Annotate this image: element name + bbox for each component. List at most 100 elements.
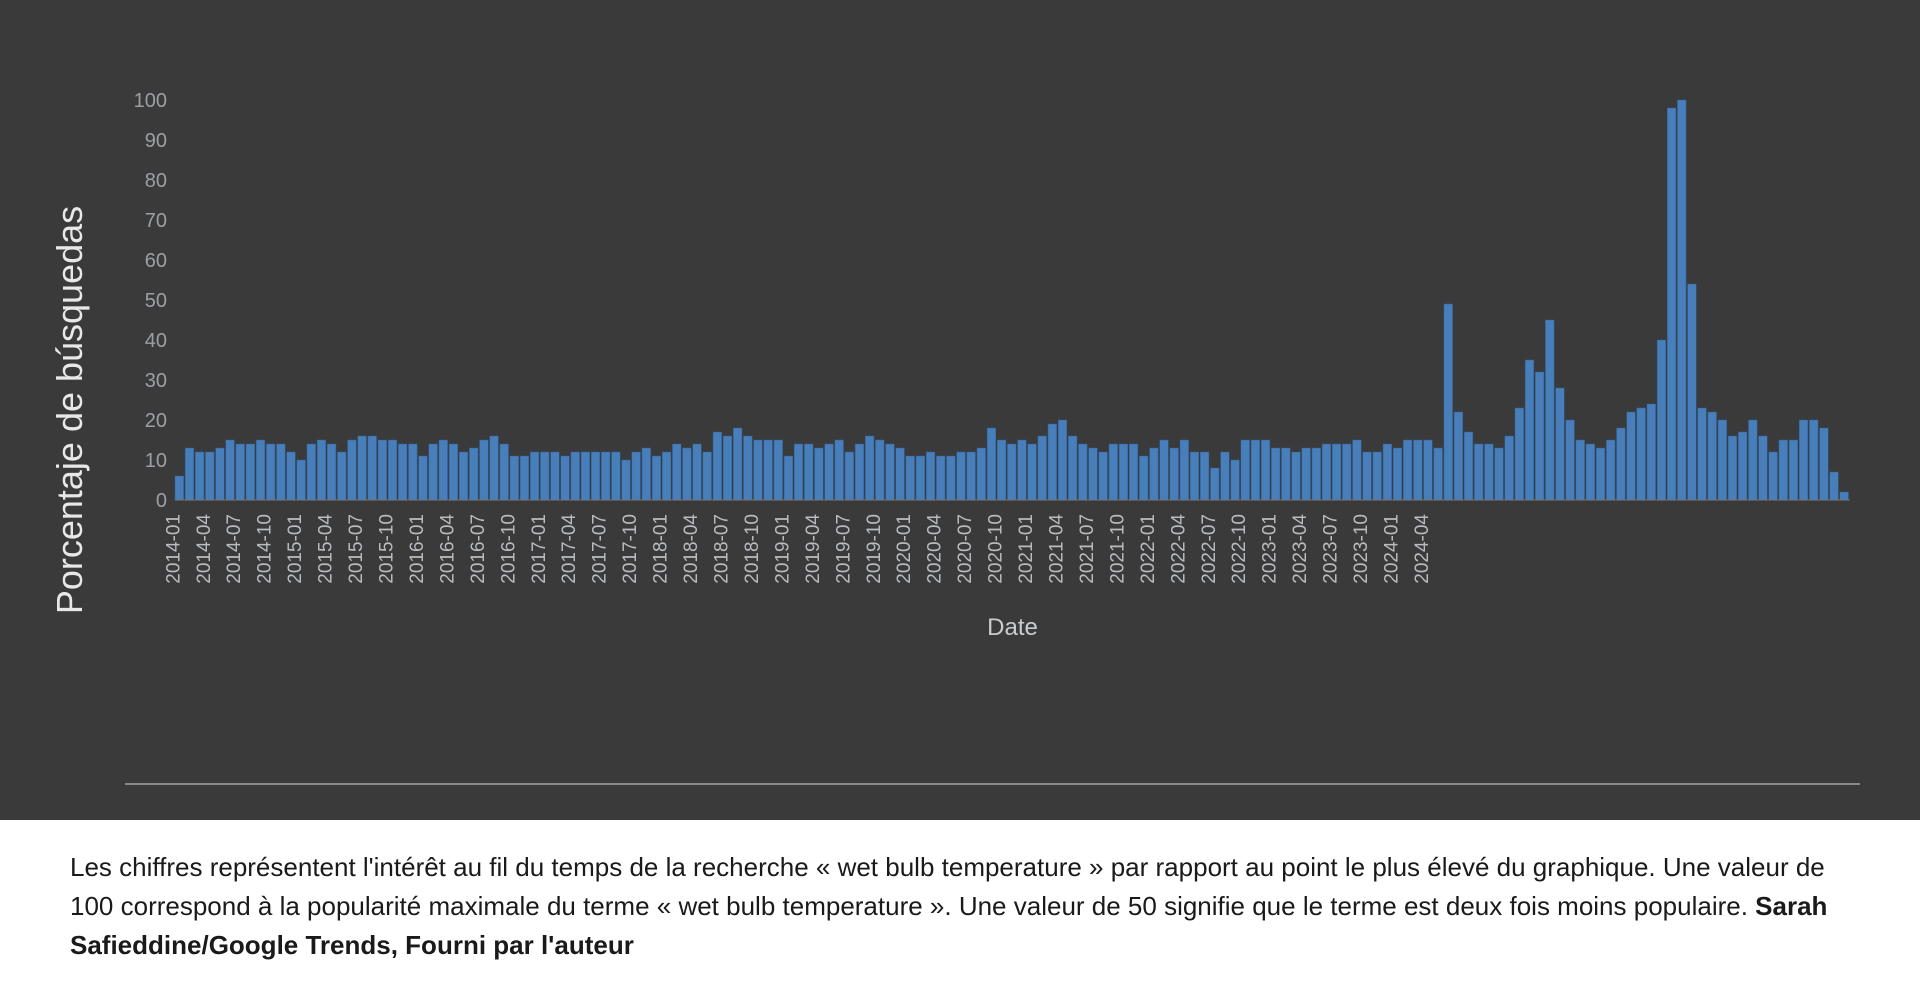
bar xyxy=(1424,440,1433,500)
svg-text:2018-04: 2018-04 xyxy=(681,514,702,584)
bar xyxy=(1515,408,1524,500)
svg-text:2018-01: 2018-01 xyxy=(651,514,672,584)
bar xyxy=(733,428,742,500)
bar xyxy=(1545,320,1554,500)
bar xyxy=(1566,420,1575,500)
bar xyxy=(642,448,651,500)
y-axis-label: Porcentaje de búsquedas xyxy=(49,206,91,614)
bar xyxy=(835,440,844,500)
bar xyxy=(622,460,631,500)
svg-text:40: 40 xyxy=(145,330,167,352)
svg-text:2017-04: 2017-04 xyxy=(559,514,580,584)
bar xyxy=(703,452,712,500)
bar xyxy=(1627,412,1636,500)
bar xyxy=(1221,452,1230,500)
bar xyxy=(1180,440,1189,500)
bar xyxy=(1231,460,1240,500)
bar xyxy=(1119,444,1128,500)
bar xyxy=(520,456,529,500)
bar xyxy=(1596,448,1605,500)
svg-text:2022-04: 2022-04 xyxy=(1168,514,1189,584)
bar xyxy=(388,440,397,500)
bar xyxy=(540,452,549,500)
bar xyxy=(1200,452,1209,500)
bar xyxy=(368,436,377,500)
svg-text:2020-10: 2020-10 xyxy=(986,514,1007,584)
svg-text:Date: Date xyxy=(987,614,1038,641)
bar xyxy=(1271,448,1280,500)
bar xyxy=(1820,428,1829,500)
svg-text:2022-10: 2022-10 xyxy=(1229,514,1250,584)
svg-text:2019-04: 2019-04 xyxy=(803,514,824,584)
bar xyxy=(1576,440,1585,500)
svg-text:2023-01: 2023-01 xyxy=(1260,514,1281,584)
bar xyxy=(896,448,905,500)
bar xyxy=(1434,448,1443,500)
bar xyxy=(1068,436,1077,500)
bar xyxy=(1332,444,1341,500)
bar xyxy=(1799,420,1808,500)
bar xyxy=(591,452,600,500)
bar xyxy=(1840,492,1849,500)
bar xyxy=(236,444,245,500)
bar xyxy=(439,440,448,500)
bar xyxy=(784,456,793,500)
bar xyxy=(1708,412,1717,500)
bar xyxy=(1779,440,1788,500)
bar xyxy=(337,452,346,500)
bar xyxy=(1109,444,1118,500)
bar xyxy=(865,436,874,500)
bar xyxy=(977,448,986,500)
bar xyxy=(1028,444,1037,500)
bar xyxy=(195,452,204,500)
bar xyxy=(1667,108,1676,500)
bar xyxy=(1261,440,1270,500)
bar xyxy=(327,444,336,500)
bar xyxy=(1129,444,1138,500)
bar xyxy=(723,436,732,500)
bar xyxy=(1677,100,1686,500)
bar xyxy=(1454,412,1463,500)
bar xyxy=(804,444,813,500)
svg-text:2018-10: 2018-10 xyxy=(742,514,763,584)
bar xyxy=(266,444,275,500)
bar xyxy=(1688,284,1697,500)
svg-text:2020-01: 2020-01 xyxy=(894,514,915,584)
bar xyxy=(500,444,509,500)
bar xyxy=(561,456,570,500)
bar xyxy=(1282,448,1291,500)
bar xyxy=(398,444,407,500)
bar xyxy=(855,444,864,500)
svg-text:2020-04: 2020-04 xyxy=(925,514,946,584)
svg-text:2021-07: 2021-07 xyxy=(1077,514,1098,584)
svg-text:2016-01: 2016-01 xyxy=(407,514,428,584)
bar xyxy=(378,440,387,500)
svg-text:2015-10: 2015-10 xyxy=(377,514,398,584)
bar xyxy=(469,448,478,500)
bar xyxy=(987,428,996,500)
bar xyxy=(1728,436,1737,500)
svg-text:0: 0 xyxy=(156,490,167,512)
svg-text:2019-10: 2019-10 xyxy=(864,514,885,584)
bar xyxy=(1170,448,1179,500)
bar xyxy=(886,444,895,500)
bar xyxy=(287,452,296,500)
svg-text:60: 60 xyxy=(145,250,167,272)
bar xyxy=(449,444,458,500)
svg-text:2021-04: 2021-04 xyxy=(1047,514,1068,584)
bar xyxy=(581,452,590,500)
bar xyxy=(825,444,834,500)
bar xyxy=(1373,452,1382,500)
svg-text:2014-07: 2014-07 xyxy=(224,514,245,584)
bar xyxy=(490,436,499,500)
bar xyxy=(216,448,225,500)
svg-text:20: 20 xyxy=(145,410,167,432)
bar xyxy=(317,440,326,500)
svg-text:80: 80 xyxy=(145,170,167,192)
bar xyxy=(459,452,468,500)
bar xyxy=(662,452,671,500)
svg-text:2017-10: 2017-10 xyxy=(620,514,641,584)
bar xyxy=(205,452,214,500)
bar xyxy=(1089,448,1098,500)
bar xyxy=(1769,452,1778,500)
